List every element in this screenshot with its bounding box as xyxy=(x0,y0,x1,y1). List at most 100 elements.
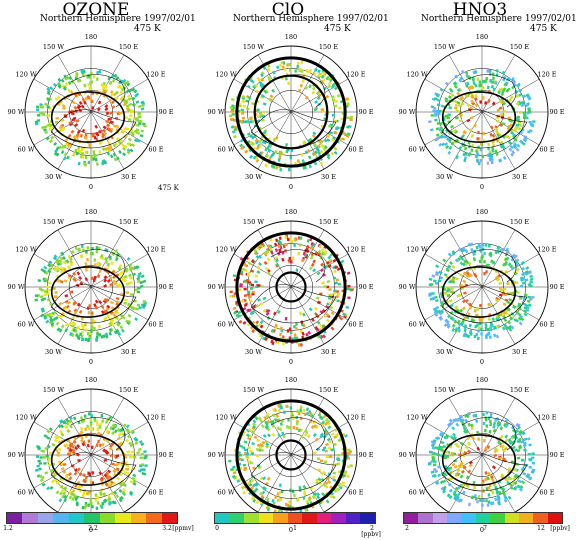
coastline xyxy=(50,452,137,492)
data-swath xyxy=(428,242,535,341)
vortex-contour xyxy=(50,434,126,486)
meridian-line xyxy=(290,397,325,456)
longitude-label: 120 W xyxy=(406,246,427,254)
coastline xyxy=(270,249,326,283)
longitude-label: 150 W xyxy=(243,386,264,394)
clo-colorbar-swatch xyxy=(229,513,245,523)
longitude-label: 150 E xyxy=(319,43,338,51)
longitude-label: 60 E xyxy=(148,489,163,497)
ozone-title: OZONE xyxy=(62,0,130,20)
longitude-label: 30 E xyxy=(121,348,136,356)
sza-ring-inner xyxy=(275,271,307,303)
hno3-colorbar-swatch xyxy=(461,513,476,523)
ozone-tick-3: 3.2 xyxy=(162,525,172,532)
longitude-label: 120 E xyxy=(537,246,556,254)
longitude-label: 180 xyxy=(285,208,297,216)
ozone-polar-map-1: 0 30 E 60 E 90 E 120 E 150 E 180 150 W 120 W 90 W… xyxy=(7,33,173,191)
vortex-contour xyxy=(50,91,126,143)
longitude-label: 120 W xyxy=(215,246,236,254)
coastline xyxy=(441,109,528,149)
coastline xyxy=(250,452,337,492)
hno3-colorbar-swatch xyxy=(547,513,562,523)
clo-colorbar-swatch xyxy=(258,513,274,523)
longitude-label: 120 W xyxy=(215,71,236,79)
meridian-line xyxy=(257,286,292,345)
meridian-line xyxy=(257,54,292,113)
coastline xyxy=(461,74,517,108)
longitude-label: 120 W xyxy=(406,414,427,422)
meridian-line xyxy=(90,253,149,288)
meridian-line xyxy=(57,397,92,456)
longitude-label: 150 W xyxy=(243,218,264,226)
clo-title: ClO xyxy=(271,0,305,20)
ozone-colorbar-swatch xyxy=(7,513,23,523)
clo-colorbar-swatch xyxy=(316,513,332,523)
hno3-level: 475 K xyxy=(530,24,557,34)
vortex-contour xyxy=(441,91,517,143)
meridian-line xyxy=(57,229,92,288)
meridian-line xyxy=(481,54,516,113)
ozone-tick-1: 1.2 xyxy=(3,525,13,532)
longitude-label: 150 W xyxy=(434,218,455,226)
coastline xyxy=(441,284,528,324)
vortex-contour xyxy=(441,266,517,318)
meridian-line xyxy=(424,286,483,321)
meridian-line xyxy=(90,229,125,288)
longitude-label: 30 W xyxy=(436,348,453,356)
hno3-colorbar-swatch xyxy=(432,513,448,523)
longitude-label: 0 xyxy=(89,183,93,191)
longitude-label: 150 W xyxy=(243,43,264,51)
hno3-tick-1: 2 xyxy=(405,525,409,532)
longitude-label: 90 E xyxy=(358,108,373,116)
longitude-label: 150 W xyxy=(434,43,455,51)
coastline xyxy=(50,284,137,324)
longitude-label: 180 xyxy=(476,376,488,384)
hno3-colorbar xyxy=(403,512,563,524)
longitude-label: 120 E xyxy=(537,414,556,422)
clo-tick-2: 1 xyxy=(293,525,297,532)
clo-colorbar-swatch xyxy=(287,513,303,523)
hno3-colorbar-swatch xyxy=(418,513,433,523)
longitude-label: 120 W xyxy=(215,414,236,422)
meridian-line xyxy=(290,421,349,456)
longitude-label: 0 xyxy=(89,526,93,534)
clo-tick-3: 2 xyxy=(370,525,374,532)
longitude-label: 0 xyxy=(480,358,484,366)
longitude-label: 60 E xyxy=(148,321,163,329)
longitude-label: 90 E xyxy=(158,451,173,459)
longitude-label: 150 E xyxy=(510,43,529,51)
coastline xyxy=(70,249,126,283)
ozone-colorbar-swatch xyxy=(115,513,131,523)
hno3-tick-3: 12 xyxy=(537,525,545,532)
clo-polar-map-2: 0 30 E 60 E 90 E 120 E 150 E 180 150 W 120 W 90 W… xyxy=(207,208,373,366)
longitude-label: 60 W xyxy=(218,321,235,329)
longitude-label: 150 E xyxy=(319,386,338,394)
data-swath xyxy=(34,69,147,167)
longitude-label: 90 W xyxy=(7,108,24,116)
ozone-colorbar xyxy=(6,512,178,524)
longitude-label: 150 E xyxy=(119,43,138,51)
longitude-label: 30 W xyxy=(436,173,453,181)
sza-ring-inner xyxy=(275,439,307,471)
ozone-colorbar-swatch xyxy=(53,513,69,523)
data-swath xyxy=(428,69,536,166)
longitude-label: 0 xyxy=(289,358,293,366)
longitude-label: 90 E xyxy=(158,283,173,291)
longitude-label: 30 W xyxy=(45,348,62,356)
longitude-label: 60 E xyxy=(348,321,363,329)
meridian-line xyxy=(448,229,483,288)
ozone-colorbar-swatch xyxy=(130,513,147,523)
ozone-colorbar-swatch xyxy=(37,513,54,523)
meridian-line xyxy=(90,54,125,113)
longitude-label: 0 xyxy=(289,183,293,191)
hno3-colorbar-swatch xyxy=(504,513,519,523)
meridian-line xyxy=(481,454,516,513)
longitude-label: 150 W xyxy=(434,386,455,394)
longitude-label: 30 W xyxy=(45,173,62,181)
sza-ring-inner xyxy=(253,74,329,150)
longitude-label: 30 E xyxy=(321,348,336,356)
longitude-label: 60 E xyxy=(348,489,363,497)
hno3-colorbar-swatch xyxy=(404,513,419,523)
longitude-label: 0 xyxy=(480,526,484,534)
